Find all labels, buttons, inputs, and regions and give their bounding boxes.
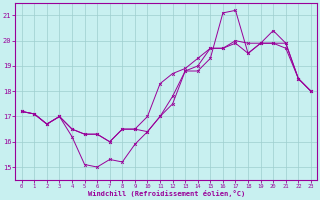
X-axis label: Windchill (Refroidissement éolien,°C): Windchill (Refroidissement éolien,°C): [88, 190, 245, 197]
